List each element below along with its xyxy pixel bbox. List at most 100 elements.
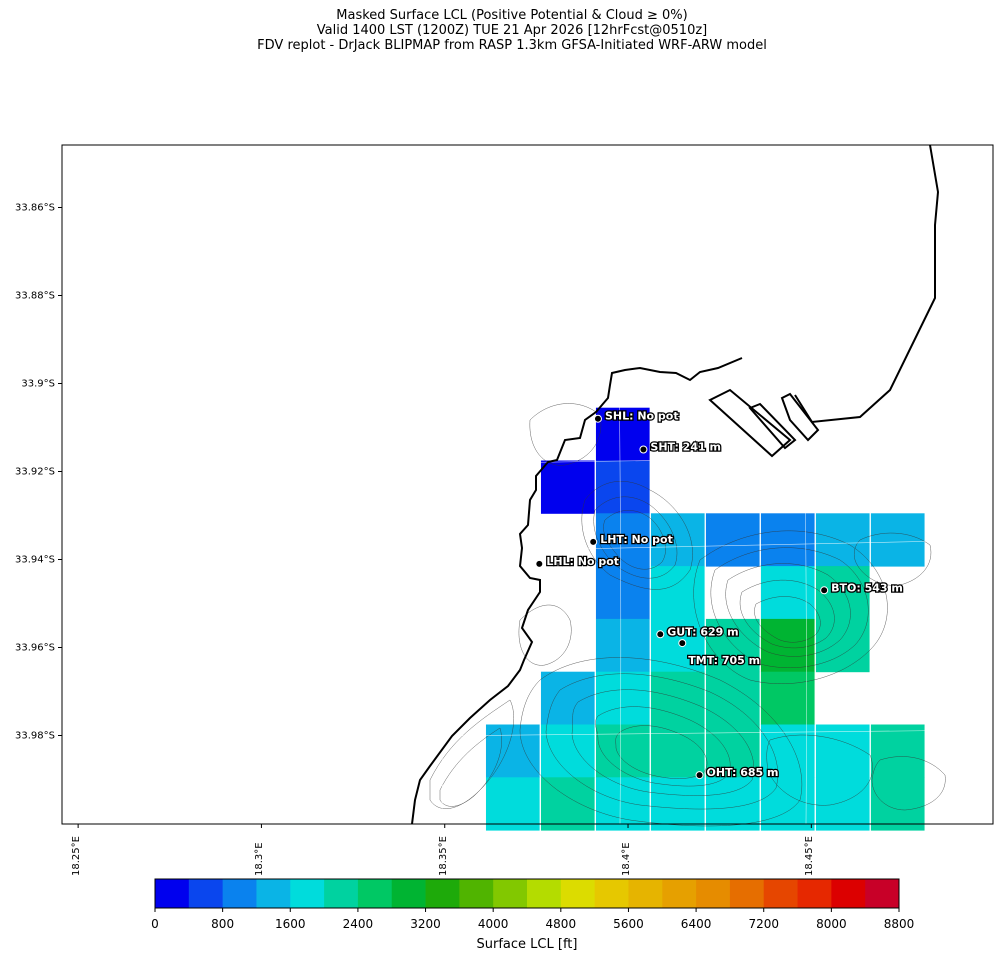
- station-label-sht: SHT: 241 m: [650, 441, 721, 454]
- station-marker-sht: [639, 445, 648, 454]
- parallel-line: [61, 729, 994, 741]
- lat-tick-label: 33.92°S: [15, 466, 55, 477]
- lat-ticks: [58, 207, 62, 736]
- chart-subtitle-source: FDV replot - DrJack BLIPMAP from RASP 1.…: [257, 38, 767, 53]
- colorbar-tick-label: 800: [211, 917, 235, 931]
- lon-tick-label: 18.3°E: [254, 842, 266, 876]
- colorbar-segment: [865, 879, 900, 908]
- lcl-cell: [760, 513, 815, 567]
- station-label-shl: SHL: No pot: [605, 410, 679, 423]
- station-marker-gut: [656, 630, 665, 639]
- colorbar-tick-label: 5600: [613, 917, 644, 931]
- lcl-cell: [595, 618, 650, 673]
- lcl-cell: [870, 513, 925, 567]
- lat-tick-label: 33.9°S: [21, 378, 55, 389]
- colorbar-segment: [357, 879, 393, 908]
- lcl-cell: [650, 777, 705, 831]
- lcl-cell: [595, 671, 650, 725]
- lcl-cell: [540, 671, 595, 725]
- lon-tick-label: 18.35°E: [437, 836, 449, 876]
- contour-line: [754, 596, 821, 643]
- lcl-cell: [650, 724, 705, 778]
- chart-title: Masked Surface LCL (Positive Potential &…: [336, 8, 688, 23]
- lcl-cell: [705, 513, 760, 567]
- harbour-pier: [780, 392, 820, 442]
- contour-line: [693, 530, 888, 684]
- colorbar-label: Surface LCL [ft]: [476, 937, 578, 952]
- lon-tick-label: 18.4°E: [621, 842, 633, 876]
- meridian-line: [799, 144, 807, 825]
- lcl-cell: [705, 671, 760, 725]
- lcl-cell: [595, 513, 650, 567]
- lcl-cell: [595, 724, 650, 778]
- colorbar-tick-label: 3200: [410, 917, 441, 931]
- lcl-cell: [595, 777, 650, 831]
- lcl-cell: [815, 724, 870, 778]
- coastline-path: [411, 144, 940, 825]
- colorbar-segment: [628, 879, 663, 908]
- colorbar-frame: [154, 878, 900, 909]
- lon-tick-label: 18.25°E: [71, 836, 83, 876]
- contour-line: [518, 604, 572, 666]
- colorbar-segment: [763, 879, 798, 908]
- colorbar-segment: [459, 879, 494, 908]
- lcl-cell: [650, 671, 705, 725]
- station-label-lhl: LHL: No pot: [546, 555, 619, 568]
- contour-line: [603, 510, 666, 570]
- contour-line: [766, 734, 873, 806]
- station-label-bto: BTO: 543 m: [831, 581, 903, 594]
- contour-line: [429, 699, 514, 809]
- chart-title-block: Masked Surface LCL (Positive Potential &…: [0, 8, 1001, 53]
- lcl-cell: [760, 724, 815, 778]
- lcl-cell: [540, 777, 595, 831]
- colorbar-tick-label: 2400: [342, 917, 374, 931]
- colorbar-segment: [155, 879, 190, 908]
- lcl-cell: [485, 724, 540, 778]
- lcl-cell: [760, 566, 815, 620]
- chart-subtitle-valid-time: Valid 1400 LST (1200Z) TUE 21 Apr 2026 […: [316, 23, 708, 38]
- lcl-cell: [650, 618, 705, 673]
- colorbar-segment: [256, 879, 291, 908]
- colorbar-segment: [831, 879, 866, 908]
- graticule-lines: [61, 144, 994, 825]
- colorbar-tick-label: 8000: [816, 917, 847, 931]
- colorbar-tick-label: 4000: [477, 917, 509, 931]
- lon-ticks: [77, 824, 812, 828]
- station-label-tmt: TMT: 705 m: [688, 654, 760, 667]
- lat-tick-label: 33.86°S: [15, 202, 55, 213]
- harbour-basin: [748, 402, 797, 450]
- colorbar-segment: [729, 879, 765, 908]
- lcl-cell: [815, 513, 870, 567]
- harbour-breakwater: [708, 388, 792, 458]
- lcl-cells-layer: [485, 407, 925, 831]
- contour-line: [593, 496, 678, 579]
- contour-line: [439, 727, 502, 807]
- contour-line: [615, 725, 708, 779]
- lcl-cell: [540, 460, 595, 514]
- lcl-cell: [650, 566, 705, 620]
- lcl-cell: [815, 618, 870, 673]
- colorbar-segment: [527, 879, 562, 908]
- colorbar-segment: [662, 879, 697, 908]
- station-marker-oht: [695, 771, 704, 780]
- colorbar-segment: [391, 879, 426, 908]
- station-label-oht: OHT: 685 m: [707, 766, 779, 779]
- colorbar-segment: [425, 879, 460, 908]
- contour-line: [519, 657, 803, 827]
- lat-tick-label: 33.94°S: [15, 554, 55, 565]
- contour-line: [581, 481, 693, 590]
- station-marker-bto: [820, 586, 829, 595]
- station-marker-lhl: [535, 559, 544, 568]
- lcl-cell: [870, 777, 925, 831]
- lcl-cell: [485, 777, 540, 831]
- colorbar-tick-label: 4800: [545, 917, 577, 931]
- colorbar-tick-label: 8800: [883, 917, 915, 931]
- colorbar-segment: [493, 879, 528, 908]
- colorbar-segment: [222, 879, 257, 908]
- lat-tick-label: 33.98°S: [15, 730, 55, 741]
- colorbar-segment: [594, 879, 629, 908]
- lcl-cell: [760, 618, 815, 673]
- colorbar: [154, 878, 900, 912]
- colorbar-tick-label: 7200: [748, 917, 779, 931]
